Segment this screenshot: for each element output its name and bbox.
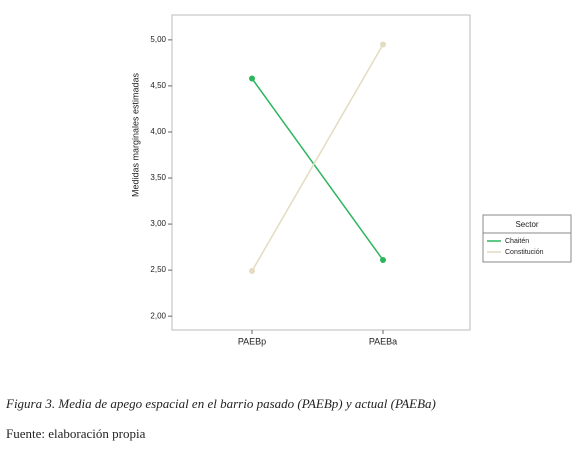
caption: Figura 3. Media de apego espacial en el … [6,396,436,411]
legend-box [482,214,572,263]
y-tick-label: 4,50 [150,81,166,90]
chart: Medidas marginales estimadas 2,00 2,50 3,0… [130,14,572,346]
y-tick-label: 3,00 [150,219,166,228]
y-axis-label: Medidas marginales estimadas [130,72,140,197]
legend-title: Sector [515,220,538,229]
series-line [251,44,384,272]
legend-label: Constitución [505,249,544,256]
data-point [249,268,255,275]
y-tick-label: 4,00 [150,127,166,136]
x-tick-label: PAEBa [369,336,397,346]
y-tick-label: 2,00 [150,311,166,320]
plot-frame [171,14,471,331]
y-tick-label: 2,50 [150,265,166,274]
source: Fuente: elaboración propia [6,426,146,441]
legend-label: Chaitén [505,238,529,245]
x-tick-label: PAEBp [238,336,266,346]
data-point [380,41,386,48]
y-tick-label: 5,00 [150,35,166,44]
series-line [251,78,384,261]
data-point [249,75,255,82]
y-tick-label: 3,50 [150,173,166,182]
data-point [380,257,386,263]
